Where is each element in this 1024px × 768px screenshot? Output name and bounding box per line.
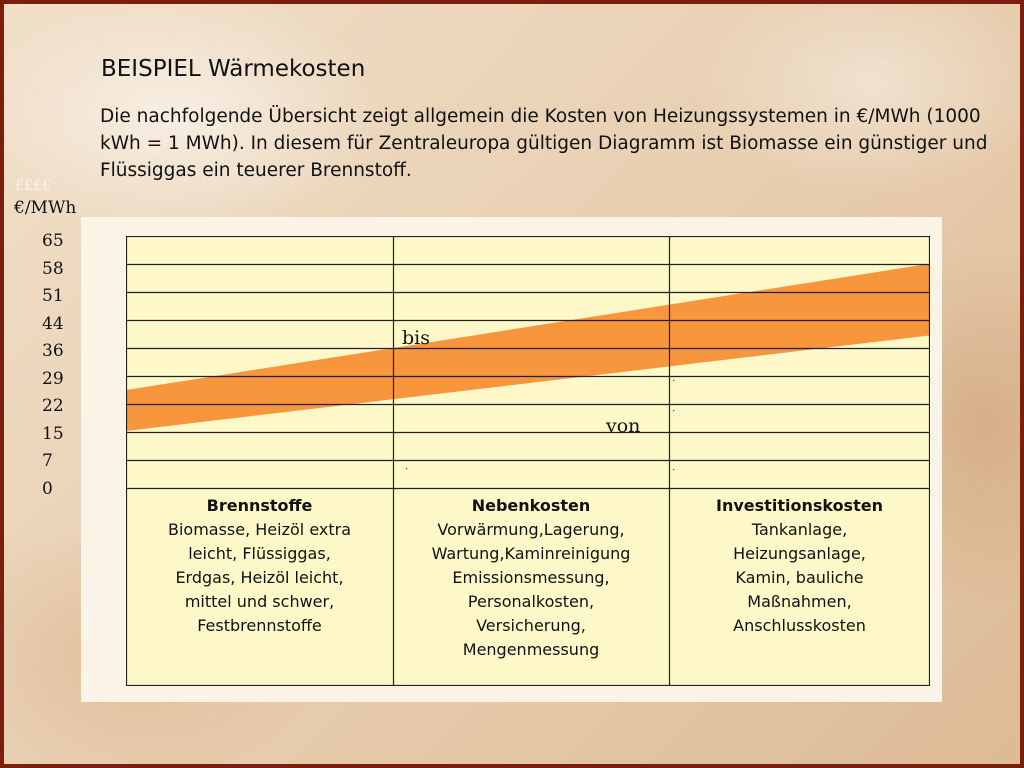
category-item: Wartung,Kaminreinigung xyxy=(431,544,631,563)
band-upper-label: bis xyxy=(402,327,430,349)
y-tick-label: 58 xyxy=(42,259,64,279)
cost-band-area xyxy=(126,263,930,432)
category-item: Biomasse, Heizöl extra xyxy=(167,520,351,539)
category-item: Anschlusskosten xyxy=(733,616,866,635)
chart-svg: bis von xyxy=(126,236,930,686)
y-tick-label: 65 xyxy=(42,231,64,251)
stray-dot xyxy=(673,380,675,382)
category-item: Heizungsanlage, xyxy=(733,544,866,563)
category-fuels: Brennstoffe Biomasse, Heizöl extra leich… xyxy=(126,491,393,684)
category-item: Erdgas, Heizöl leicht, xyxy=(175,568,344,587)
category-item: mittel und schwer, xyxy=(184,592,335,611)
stray-dot xyxy=(406,468,408,470)
category-ancillary-costs: Nebenkosten Vorwärmung,Lagerung, Wartung… xyxy=(393,491,669,684)
category-item: Emissionsmessung, xyxy=(452,568,610,587)
y-tick-label: 0 xyxy=(42,479,53,499)
y-tick-label: 7 xyxy=(42,451,53,471)
y-tick-label: 36 xyxy=(42,341,64,361)
category-heading: Nebenkosten xyxy=(471,496,591,515)
y-tick-label: 15 xyxy=(42,424,64,444)
chart-grid xyxy=(126,236,930,686)
y-tick-label: 51 xyxy=(42,286,64,306)
unit-label-faint: ££££ xyxy=(15,178,51,194)
unit-label: €/MWh xyxy=(14,198,77,218)
category-item: leicht, Flüssiggas, xyxy=(188,544,331,563)
band-lower-label: von xyxy=(605,415,640,437)
intro-text: Die nachfolgende Übersicht zeigt allgeme… xyxy=(100,106,988,181)
y-tick-label: 22 xyxy=(42,396,64,416)
category-item: Tankanlage, xyxy=(751,520,848,539)
category-investment-costs: Investitionskosten Tankanlage, Heizungsa… xyxy=(669,491,930,684)
category-heading: Investitionskosten xyxy=(716,496,883,515)
category-heading: Brennstoffe xyxy=(206,496,313,515)
category-item: Kamin, bauliche xyxy=(735,568,864,587)
y-tick-label: 29 xyxy=(42,369,64,389)
stray-dot xyxy=(673,410,675,412)
stray-dot xyxy=(673,469,675,471)
category-item: Maßnahmen, xyxy=(747,592,852,611)
category-item: Festbrennstoffe xyxy=(197,616,322,635)
category-item: Personalkosten, xyxy=(467,592,595,611)
y-tick-label: 44 xyxy=(42,314,64,334)
category-item: Versicherung, xyxy=(476,616,586,635)
slide-title: BEISPIEL Wärmekosten xyxy=(101,56,366,82)
category-item: Mengenmessung xyxy=(462,640,600,659)
category-item: Vorwärmung,Lagerung, xyxy=(437,520,625,539)
